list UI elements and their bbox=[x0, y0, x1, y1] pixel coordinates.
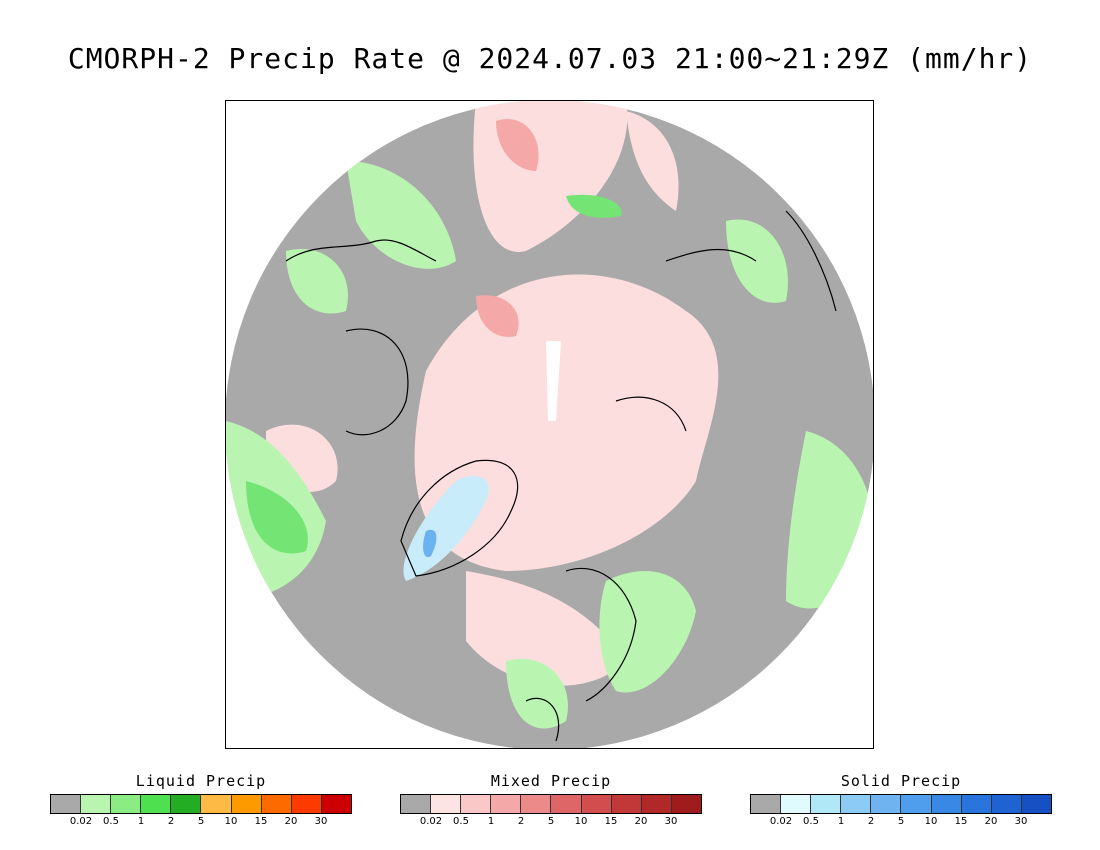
legend-solid-tick-0: 0.02 bbox=[769, 816, 793, 827]
legend-liquid-tick-1: 0.5 bbox=[103, 816, 119, 827]
legend-liquid-tick-0: 0.02 bbox=[69, 816, 93, 827]
legend-solid-swatch-1 bbox=[781, 795, 812, 813]
legend-mixed-swatch-6 bbox=[581, 795, 612, 813]
legend-solid-tick-2: 1 bbox=[837, 816, 845, 827]
legend-mixed-tick-7: 20 bbox=[634, 816, 648, 827]
legend-solid-swatch-0 bbox=[751, 795, 782, 813]
legend-liquid-swatch-7 bbox=[261, 795, 292, 813]
precip-map-canvas bbox=[226, 101, 873, 748]
legend-mixed: Mixed Precip 0.02 0.5 1 2 5 10 15 20 30 bbox=[400, 772, 702, 830]
legend-liquid-tick-3: 2 bbox=[167, 816, 175, 827]
liquid-precip-scandinavia bbox=[599, 571, 696, 693]
legend-liquid-tick-5: 10 bbox=[224, 816, 238, 827]
legend-liquid-swatch-6 bbox=[231, 795, 262, 813]
legend-solid-swatch-2 bbox=[811, 795, 842, 813]
legend-liquid-tick-2: 1 bbox=[137, 816, 145, 827]
legend-liquid-swatch-3 bbox=[141, 795, 172, 813]
legend-liquid-swatch-5 bbox=[201, 795, 232, 813]
legend-mixed-bar bbox=[400, 794, 702, 814]
legend-mixed-tick-1: 0.5 bbox=[453, 816, 469, 827]
mixed-precip-region-siberia-east bbox=[626, 111, 679, 211]
legend-mixed-tick-8: 30 bbox=[664, 816, 678, 827]
legend-mixed-tick-5: 10 bbox=[574, 816, 588, 827]
legend-solid-swatch-7 bbox=[961, 795, 992, 813]
legend-mixed-swatch-3 bbox=[491, 795, 522, 813]
pole-gap bbox=[546, 341, 561, 421]
legend-solid-swatch-8 bbox=[991, 795, 1022, 813]
legend-solid-tick-1: 0.5 bbox=[803, 816, 819, 827]
legend-liquid-ticks: 0.02 0.5 1 2 5 10 15 20 30 bbox=[50, 814, 352, 830]
legend-mixed-swatch-7 bbox=[611, 795, 642, 813]
liquid-precip-kamchatka bbox=[566, 194, 622, 218]
legend-mixed-swatch-5 bbox=[551, 795, 582, 813]
legend-solid-tick-8: 30 bbox=[1014, 816, 1028, 827]
legend-mixed-swatch-8 bbox=[641, 795, 672, 813]
legend-solid-tick-6: 15 bbox=[954, 816, 968, 827]
mixed-precip-region-arctic bbox=[414, 274, 719, 571]
mixed-precip-region-atlantic bbox=[466, 571, 626, 686]
legend-solid-title: Solid Precip bbox=[840, 772, 962, 790]
legend-liquid: Liquid Precip 0.02 0.5 1 2 5 10 15 20 30 bbox=[50, 772, 352, 830]
legend-liquid-tick-6: 15 bbox=[254, 816, 268, 827]
legend-solid-swatch-6 bbox=[931, 795, 962, 813]
solid-precip-greenland-core bbox=[423, 529, 437, 558]
legend-solid: Solid Precip 0.02 0.5 1 2 5 10 15 20 30 bbox=[750, 772, 1052, 830]
legend-mixed-swatch-1 bbox=[431, 795, 462, 813]
legend-solid-swatch-4 bbox=[871, 795, 902, 813]
coastlines bbox=[285, 210, 837, 742]
legend-liquid-swatch-0 bbox=[51, 795, 82, 813]
polar-map bbox=[225, 100, 874, 749]
mixed-precip-core-siberia bbox=[496, 119, 539, 171]
legend-solid-tick-4: 5 bbox=[897, 816, 905, 827]
legend-solid-swatch-3 bbox=[841, 795, 872, 813]
legend-mixed-swatch-0 bbox=[401, 795, 432, 813]
legend-mixed-tick-6: 15 bbox=[604, 816, 618, 827]
legend-mixed-tick-4: 5 bbox=[547, 816, 555, 827]
legend-mixed-tick-0: 0.02 bbox=[419, 816, 443, 827]
legend-solid-tick-7: 20 bbox=[984, 816, 998, 827]
liquid-precip-russia bbox=[726, 219, 788, 303]
legend-liquid-tick-8: 30 bbox=[314, 816, 328, 827]
legend-mixed-ticks: 0.02 0.5 1 2 5 10 15 20 30 bbox=[400, 814, 702, 830]
legend-liquid-swatch-2 bbox=[111, 795, 142, 813]
legend-solid-tick-5: 10 bbox=[924, 816, 938, 827]
legend-solid-bar bbox=[750, 794, 1052, 814]
legend-liquid-title: Liquid Precip bbox=[135, 772, 267, 790]
page-title: CMORPH-2 Precip Rate @ 2024.07.03 21:00~… bbox=[67, 42, 1033, 75]
liquid-precip-labrador bbox=[246, 481, 308, 554]
legend-mixed-tick-2: 1 bbox=[487, 816, 495, 827]
legend-solid-swatch-5 bbox=[901, 795, 932, 813]
legend-mixed-swatch-4 bbox=[521, 795, 552, 813]
liquid-precip-nw bbox=[286, 249, 348, 314]
legend-mixed-swatch-9 bbox=[671, 795, 701, 813]
legend-mixed-swatch-2 bbox=[461, 795, 492, 813]
legend-liquid-swatch-4 bbox=[171, 795, 202, 813]
legend-liquid-tick-7: 20 bbox=[284, 816, 298, 827]
legend-solid-swatch-9 bbox=[1021, 795, 1051, 813]
legend-solid-tick-3: 2 bbox=[867, 816, 875, 827]
legend-mixed-tick-3: 2 bbox=[517, 816, 525, 827]
liquid-precip-uk bbox=[506, 659, 568, 729]
legend-mixed-title: Mixed Precip bbox=[490, 772, 612, 790]
legend-liquid-swatch-1 bbox=[81, 795, 112, 813]
legend-solid-ticks: 0.02 0.5 1 2 5 10 15 20 30 bbox=[750, 814, 1052, 830]
legend-liquid-tick-4: 5 bbox=[197, 816, 205, 827]
legend-liquid-swatch-9 bbox=[321, 795, 351, 813]
mixed-precip-core bbox=[476, 295, 519, 337]
legend-liquid-bar bbox=[50, 794, 352, 814]
legend-liquid-swatch-8 bbox=[291, 795, 322, 813]
